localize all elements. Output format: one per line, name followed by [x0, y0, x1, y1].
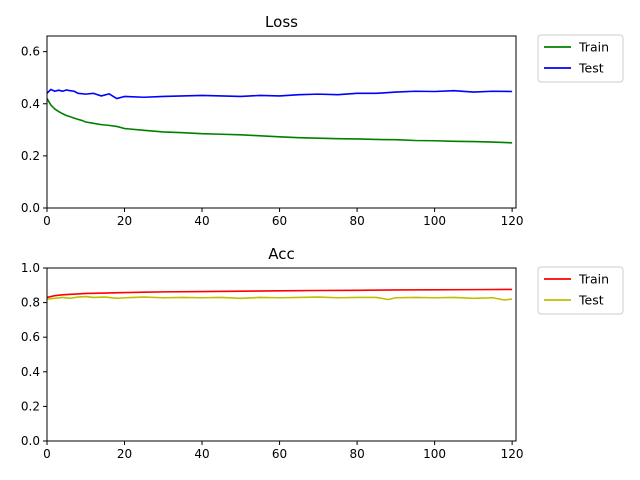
y-tick-label: 0.4 — [21, 365, 40, 379]
x-tick-label: 20 — [117, 447, 132, 461]
y-tick-label: 0.6 — [21, 45, 40, 59]
axes-frame — [46, 35, 517, 209]
x-tick-label: 100 — [423, 447, 446, 461]
legend-label-train: Train — [578, 272, 609, 287]
legend-label-train: Train — [578, 40, 609, 55]
x-tick-label: 60 — [272, 214, 287, 228]
y-tick-label: 0.4 — [21, 97, 40, 111]
legend: Train Test — [537, 34, 624, 83]
legend-label-test: Test — [578, 61, 604, 76]
x-tick-label: 40 — [194, 447, 209, 461]
x-tick-label: 80 — [349, 447, 364, 461]
x-tick-label: 120 — [501, 447, 524, 461]
x-tick-label: 120 — [501, 214, 524, 228]
chart-title: Loss — [265, 13, 298, 31]
series-line-test — [46, 295, 513, 301]
legend-label-test: Test — [578, 293, 604, 308]
series-line-test — [46, 88, 513, 100]
x-tick-label: 100 — [423, 214, 446, 228]
legend: Train Test — [537, 266, 624, 315]
loss-panel: Loss 0 20 40 60 80 100 120 0.0 0.2 0.4 0.6 Train Test — [21, 13, 624, 228]
y-tick-label: 0.0 — [21, 434, 40, 448]
series-line-train — [46, 98, 513, 144]
series-line-train — [46, 288, 513, 299]
y-tick-label: 0.2 — [21, 399, 40, 413]
x-tick-label: 80 — [349, 214, 364, 228]
acc-panel: Acc 0 20 40 60 80 100 120 0.0 0.2 0.4 0.6 0.8 1.0 Trai… — [21, 245, 624, 461]
y-tick-label: 0.6 — [21, 330, 40, 344]
chart-title: Acc — [268, 245, 295, 263]
y-tick-label: 0.2 — [21, 149, 40, 163]
axes-frame — [46, 267, 517, 442]
y-tick-label: 0.8 — [21, 296, 40, 310]
x-tick-label: 20 — [117, 214, 132, 228]
y-tick-label: 0.0 — [21, 201, 40, 215]
x-tick-label: 0 — [43, 447, 51, 461]
y-tick-label: 1.0 — [21, 261, 40, 275]
x-tick-label: 40 — [194, 214, 209, 228]
x-tick-label: 60 — [272, 447, 287, 461]
x-tick-label: 0 — [43, 214, 51, 228]
